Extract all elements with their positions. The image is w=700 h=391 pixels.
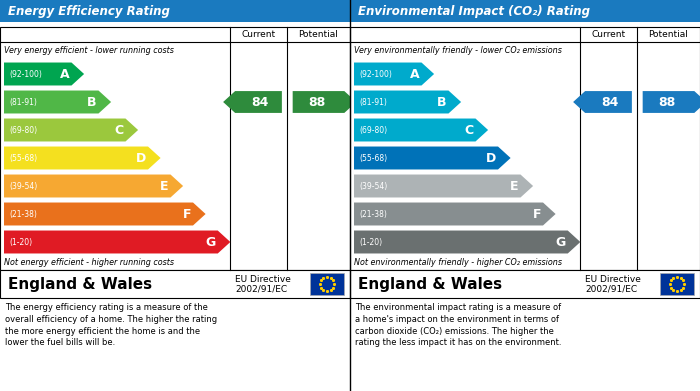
Text: (1-20): (1-20)	[9, 237, 32, 246]
Text: 84: 84	[601, 95, 618, 108]
Text: (92-100): (92-100)	[9, 70, 42, 79]
Text: (69-80): (69-80)	[9, 126, 37, 135]
Text: B: B	[87, 95, 97, 108]
Polygon shape	[643, 91, 700, 113]
Text: G: G	[556, 235, 566, 249]
Polygon shape	[4, 203, 206, 226]
Text: England & Wales: England & Wales	[358, 276, 502, 292]
Bar	[350, 270, 700, 298]
Text: Not environmentally friendly - higher CO₂ emissions: Not environmentally friendly - higher CO…	[354, 258, 562, 267]
Text: A: A	[60, 68, 69, 81]
Text: A: A	[410, 68, 419, 81]
Text: D: D	[486, 151, 496, 165]
Polygon shape	[4, 174, 183, 197]
Text: B: B	[437, 95, 447, 108]
Text: Current: Current	[592, 30, 626, 39]
Polygon shape	[354, 231, 580, 253]
Polygon shape	[354, 203, 556, 226]
Text: Energy Efficiency Rating: Energy Efficiency Rating	[8, 5, 170, 18]
Text: 84: 84	[251, 95, 268, 108]
Polygon shape	[223, 91, 282, 113]
Text: Potential: Potential	[649, 30, 688, 39]
Text: E: E	[510, 179, 519, 192]
Text: EU Directive: EU Directive	[585, 274, 641, 283]
Text: Current: Current	[241, 30, 276, 39]
Text: (69-80): (69-80)	[359, 126, 387, 135]
Bar	[0, 27, 350, 270]
Text: G: G	[206, 235, 216, 249]
Text: 2002/91/EC: 2002/91/EC	[585, 285, 637, 294]
Text: F: F	[183, 208, 191, 221]
Polygon shape	[354, 91, 461, 113]
Text: (55-68): (55-68)	[359, 154, 387, 163]
Text: C: C	[464, 124, 473, 136]
Polygon shape	[354, 174, 533, 197]
Polygon shape	[573, 91, 632, 113]
Text: Potential: Potential	[299, 30, 338, 39]
Polygon shape	[354, 147, 510, 169]
Text: Environmental Impact (CO₂) Rating: Environmental Impact (CO₂) Rating	[358, 5, 590, 18]
Text: E: E	[160, 179, 169, 192]
Bar	[310, 273, 344, 295]
Text: Very energy efficient - lower running costs: Very energy efficient - lower running co…	[4, 46, 174, 55]
Text: The energy efficiency rating is a measure of the
overall efficiency of a home. T: The energy efficiency rating is a measur…	[5, 303, 217, 347]
Bar	[350, 0, 700, 22]
Text: F: F	[533, 208, 541, 221]
Text: (81-91): (81-91)	[359, 97, 387, 106]
Polygon shape	[354, 118, 488, 142]
Text: 2002/91/EC: 2002/91/EC	[235, 285, 287, 294]
Text: 88: 88	[659, 95, 676, 108]
Text: (21-38): (21-38)	[359, 210, 387, 219]
Bar	[660, 273, 694, 295]
Text: Very environmentally friendly - lower CO₂ emissions: Very environmentally friendly - lower CO…	[354, 46, 562, 55]
Text: (21-38): (21-38)	[9, 210, 37, 219]
Text: D: D	[136, 151, 146, 165]
Text: EU Directive: EU Directive	[235, 274, 291, 283]
Text: (92-100): (92-100)	[359, 70, 392, 79]
Text: The environmental impact rating is a measure of
a home's impact on the environme: The environmental impact rating is a mea…	[355, 303, 561, 347]
Text: England & Wales: England & Wales	[8, 276, 152, 292]
Bar	[0, 0, 350, 22]
Polygon shape	[4, 147, 160, 169]
Text: (1-20): (1-20)	[359, 237, 382, 246]
Polygon shape	[4, 231, 230, 253]
Polygon shape	[4, 118, 138, 142]
Text: (55-68): (55-68)	[9, 154, 37, 163]
Polygon shape	[354, 63, 434, 86]
Bar	[350, 27, 700, 270]
Text: 88: 88	[309, 95, 326, 108]
Polygon shape	[293, 91, 356, 113]
Polygon shape	[4, 63, 84, 86]
Polygon shape	[4, 91, 111, 113]
Text: Not energy efficient - higher running costs: Not energy efficient - higher running co…	[4, 258, 174, 267]
Text: (39-54): (39-54)	[9, 181, 37, 190]
Text: C: C	[114, 124, 123, 136]
Text: (39-54): (39-54)	[359, 181, 387, 190]
Text: (81-91): (81-91)	[9, 97, 37, 106]
Bar	[0, 270, 350, 298]
